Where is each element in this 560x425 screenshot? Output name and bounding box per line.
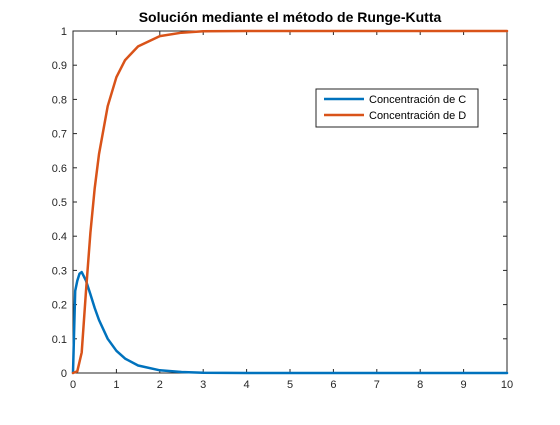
y-tick-label: 0.2	[52, 300, 67, 312]
x-tick-label: 0	[70, 379, 76, 391]
y-tick-label: 0	[61, 368, 67, 380]
plot-area	[72, 30, 508, 374]
series-line-2	[71, 29, 509, 375]
y-tick-label: 0.9	[52, 60, 67, 72]
y-tick-label: 1	[61, 26, 67, 38]
y-tick-label: 0.4	[52, 231, 67, 243]
series-lines	[71, 29, 509, 375]
x-tick-label: 9	[461, 379, 467, 391]
series-line-1	[71, 270, 509, 375]
y-tick-label: 0.8	[52, 94, 67, 106]
y-tick-label: 0.1	[52, 334, 67, 346]
legend-label: Concentración de C	[369, 94, 466, 106]
legend-label: Concentración de D	[369, 110, 466, 122]
legend-box	[315, 88, 479, 128]
x-tick-label: 5	[287, 379, 293, 391]
x-tick-label: 3	[200, 379, 206, 391]
chart-title: Solución mediante el método de Runge-Kut…	[139, 9, 442, 25]
x-tick-label: 10	[501, 379, 513, 391]
x-tick-label: 1	[113, 379, 119, 391]
x-tick-label: 8	[417, 379, 423, 391]
y-tick-label: 0.3	[52, 265, 67, 277]
x-tick-label: 4	[244, 379, 250, 391]
legend: Concentración de C Concentración de D	[315, 88, 479, 128]
x-tick-label: 6	[330, 379, 336, 391]
x-tick-label: 7	[374, 379, 380, 391]
y-tick-label: 0.7	[52, 129, 67, 141]
y-tick-label: 0.6	[52, 163, 67, 175]
x-tick-label: 2	[157, 379, 163, 391]
y-tick-label: 0.5	[52, 197, 67, 209]
